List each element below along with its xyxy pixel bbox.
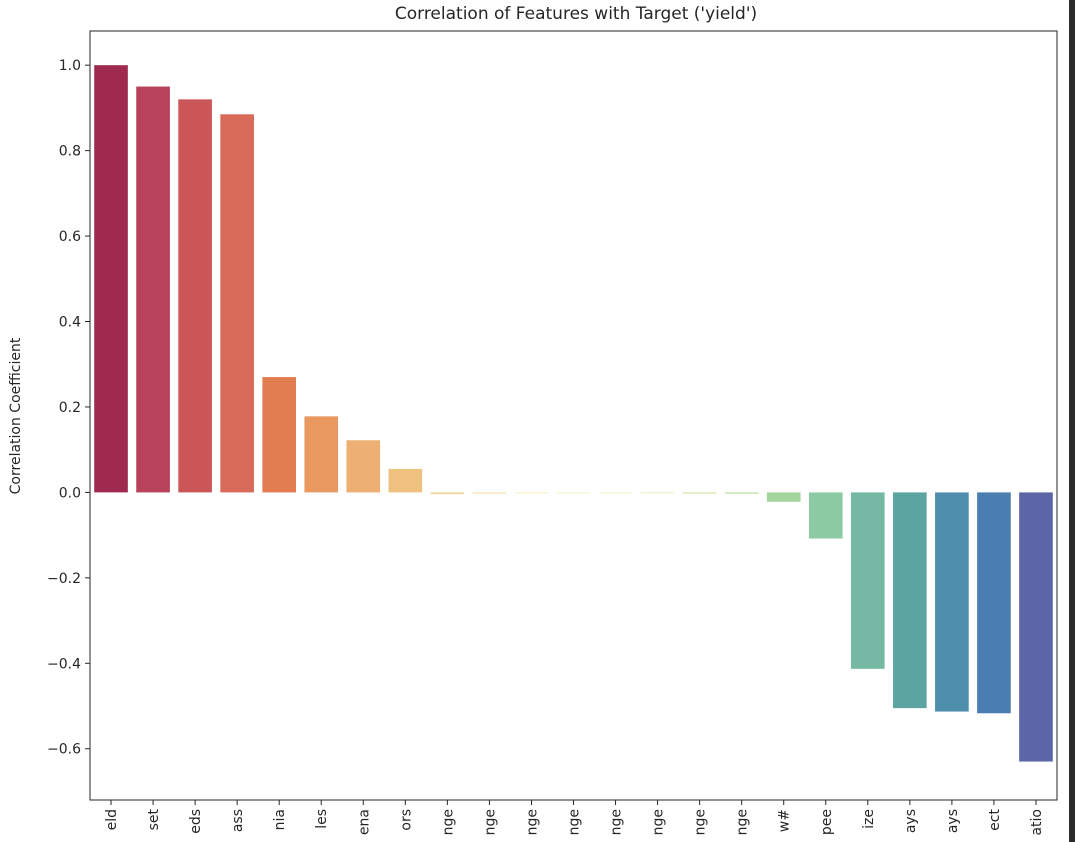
chart-title: Correlation of Features with Target ('yi… — [395, 4, 757, 24]
x-tick-label: ors — [398, 809, 414, 831]
x-tick-label: ays — [945, 809, 961, 833]
bar-17 — [766, 492, 801, 502]
x-tick-label: atio — [1029, 809, 1045, 836]
y-tick-label: −0.2 — [47, 571, 81, 587]
x-tick-label: ena — [356, 809, 372, 835]
x-tick-label: ize — [861, 809, 877, 829]
x-tick-label: eds — [188, 809, 204, 834]
y-tick-label: 0.6 — [59, 229, 81, 245]
bar-22 — [977, 492, 1011, 714]
y-tick-label: 0.4 — [59, 315, 81, 331]
bar-16 — [724, 492, 759, 494]
y-tick-label: 0.2 — [59, 400, 81, 416]
x-tick-label: nge — [567, 809, 583, 835]
x-axis-ticks: eld set eds ass nia les ena ors nge nge nge nge nge n… — [104, 800, 1045, 836]
x-tick-label: nge — [524, 809, 540, 835]
bar-8 — [388, 468, 423, 493]
window-edge — [1069, 0, 1075, 842]
bar-10 — [472, 492, 507, 494]
y-axis-label: Correlation Coefficient — [8, 337, 24, 494]
x-tick-label: ect — [987, 809, 1003, 831]
y-axis-ticks: −0.6 −0.4 −0.2 0.0 0.2 0.4 0.6 0.8 1.0 — [47, 58, 90, 758]
bar-19 — [850, 492, 885, 669]
y-tick-label: 0.8 — [59, 144, 81, 160]
bar-2 — [136, 86, 170, 493]
bar-1 — [94, 65, 128, 493]
x-tick-label: nge — [693, 809, 709, 835]
plot-frame — [89, 30, 1058, 801]
x-tick-label: ass — [230, 809, 246, 832]
bar-20 — [893, 492, 927, 709]
x-tick-label: les — [314, 809, 330, 829]
x-tick-label: nge — [482, 809, 498, 835]
x-tick-label: ays — [903, 809, 919, 833]
bar-11 — [514, 492, 549, 494]
bar-12 — [556, 492, 591, 494]
x-tick-label: nge — [609, 809, 625, 835]
x-tick-label: nge — [651, 809, 667, 835]
x-tick-label: nia — [272, 809, 288, 830]
x-tick-label: set — [146, 808, 162, 830]
bar-21 — [935, 492, 969, 712]
bar-14 — [640, 492, 675, 494]
x-tick-label: w# — [777, 809, 793, 832]
x-tick-label: pee — [819, 809, 835, 835]
bar-3 — [178, 99, 212, 493]
bar-18 — [808, 492, 843, 539]
bar-5 — [262, 377, 297, 493]
bar-15 — [682, 492, 717, 494]
y-tick-label: 1.0 — [59, 58, 81, 74]
bar-6 — [304, 416, 339, 493]
bar-23 — [1019, 492, 1053, 762]
y-tick-label: −0.4 — [47, 656, 81, 672]
x-tick-label: nge — [440, 809, 456, 835]
bar-4 — [220, 114, 254, 493]
bar-9 — [430, 492, 465, 495]
bar-7 — [346, 440, 381, 493]
y-tick-label: −0.6 — [47, 742, 81, 758]
bars-group — [94, 65, 1053, 762]
x-tick-label: nge — [735, 809, 751, 835]
y-tick-label: 0.0 — [59, 485, 81, 501]
x-tick-label: eld — [104, 809, 120, 830]
bar-13 — [598, 492, 633, 494]
